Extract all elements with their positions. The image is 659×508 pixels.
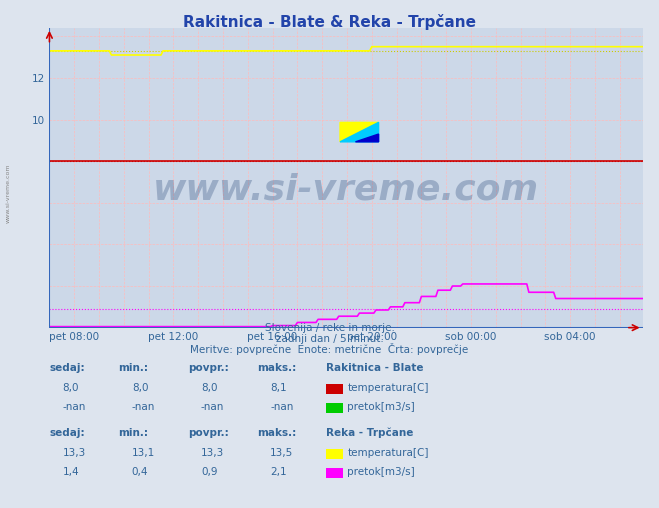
Text: sedaj:: sedaj: bbox=[49, 428, 85, 438]
Text: 2,1: 2,1 bbox=[270, 467, 287, 478]
Text: temperatura[C]: temperatura[C] bbox=[347, 383, 429, 393]
Text: Slovenija / reke in morje.: Slovenija / reke in morje. bbox=[264, 323, 395, 333]
Text: sedaj:: sedaj: bbox=[49, 363, 85, 373]
Text: povpr.:: povpr.: bbox=[188, 363, 229, 373]
Polygon shape bbox=[340, 122, 378, 142]
Text: temperatura[C]: temperatura[C] bbox=[347, 448, 429, 458]
Text: 13,3: 13,3 bbox=[63, 448, 86, 458]
Text: zadnji dan / 5 minut.: zadnji dan / 5 minut. bbox=[275, 334, 384, 344]
Text: 8,1: 8,1 bbox=[270, 383, 287, 393]
Text: min.:: min.: bbox=[119, 363, 149, 373]
Text: 8,0: 8,0 bbox=[201, 383, 217, 393]
Text: 13,3: 13,3 bbox=[201, 448, 224, 458]
Text: pretok[m3/s]: pretok[m3/s] bbox=[347, 402, 415, 412]
Polygon shape bbox=[340, 122, 378, 142]
Text: 0,4: 0,4 bbox=[132, 467, 148, 478]
Text: -nan: -nan bbox=[132, 402, 155, 412]
Text: povpr.:: povpr.: bbox=[188, 428, 229, 438]
Text: 8,0: 8,0 bbox=[132, 383, 148, 393]
Text: -nan: -nan bbox=[63, 402, 86, 412]
Text: min.:: min.: bbox=[119, 428, 149, 438]
Text: 1,4: 1,4 bbox=[63, 467, 79, 478]
Text: 8,0: 8,0 bbox=[63, 383, 79, 393]
Text: maks.:: maks.: bbox=[257, 428, 297, 438]
Text: pretok[m3/s]: pretok[m3/s] bbox=[347, 467, 415, 478]
Text: www.si-vreme.com: www.si-vreme.com bbox=[153, 173, 539, 207]
Polygon shape bbox=[355, 134, 378, 142]
Text: Meritve: povprečne  Enote: metrične  Črta: povprečje: Meritve: povprečne Enote: metrične Črta:… bbox=[190, 342, 469, 355]
Text: 0,9: 0,9 bbox=[201, 467, 217, 478]
Text: 13,5: 13,5 bbox=[270, 448, 293, 458]
Text: -nan: -nan bbox=[270, 402, 293, 412]
Text: 13,1: 13,1 bbox=[132, 448, 155, 458]
Text: -nan: -nan bbox=[201, 402, 224, 412]
Text: Rakitnica - Blate: Rakitnica - Blate bbox=[326, 363, 424, 373]
Text: Rakitnica - Blate & Reka - Trpčane: Rakitnica - Blate & Reka - Trpčane bbox=[183, 14, 476, 29]
Text: Reka - Trpčane: Reka - Trpčane bbox=[326, 427, 414, 438]
Text: maks.:: maks.: bbox=[257, 363, 297, 373]
Text: www.si-vreme.com: www.si-vreme.com bbox=[6, 163, 11, 223]
